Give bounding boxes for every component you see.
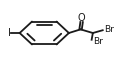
Text: O: O	[78, 13, 86, 23]
Text: Br: Br	[93, 37, 103, 46]
Text: I: I	[8, 28, 11, 38]
Text: Br: Br	[104, 25, 114, 34]
